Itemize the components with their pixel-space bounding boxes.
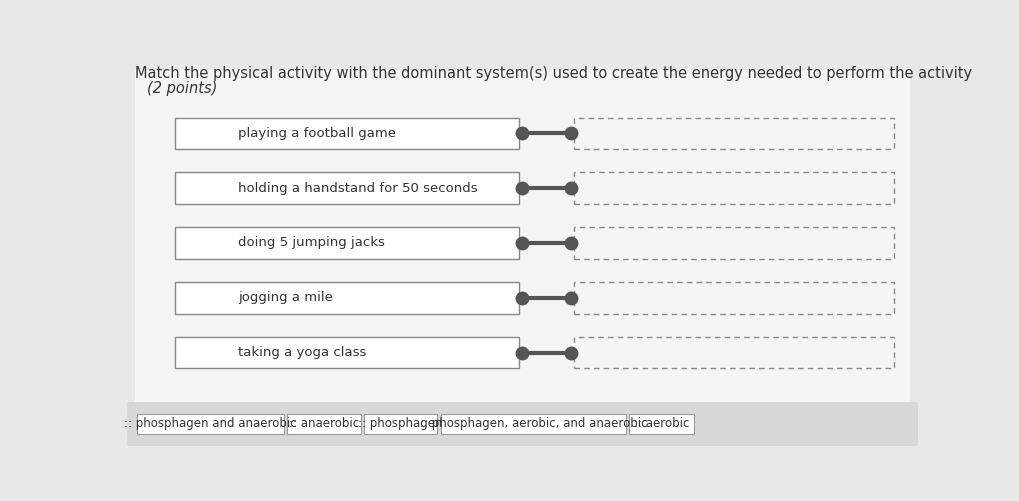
FancyBboxPatch shape bbox=[175, 227, 519, 259]
Text: playing a football game: playing a football game bbox=[238, 127, 395, 140]
Text: taking a yoga class: taking a yoga class bbox=[238, 346, 366, 359]
FancyBboxPatch shape bbox=[127, 401, 917, 446]
FancyBboxPatch shape bbox=[287, 414, 361, 434]
FancyBboxPatch shape bbox=[440, 414, 626, 434]
Text: :: phosphagen, aerobic, and anaerobic: :: phosphagen, aerobic, and anaerobic bbox=[419, 417, 646, 430]
Text: jogging a mile: jogging a mile bbox=[238, 291, 333, 304]
Text: :: phosphagen and anaerobic: :: phosphagen and anaerobic bbox=[124, 417, 297, 430]
Text: holding a handstand for 50 seconds: holding a handstand for 50 seconds bbox=[238, 182, 477, 195]
Text: Match the physical activity with the dominant system(s) used to create the energ: Match the physical activity with the dom… bbox=[136, 66, 971, 81]
FancyBboxPatch shape bbox=[136, 70, 909, 401]
FancyBboxPatch shape bbox=[364, 414, 437, 434]
FancyBboxPatch shape bbox=[574, 172, 894, 204]
FancyBboxPatch shape bbox=[574, 118, 894, 149]
FancyBboxPatch shape bbox=[574, 337, 894, 368]
Text: :: aerobic: :: aerobic bbox=[634, 417, 689, 430]
FancyBboxPatch shape bbox=[175, 172, 519, 204]
Text: :: anaerobic: :: anaerobic bbox=[288, 417, 359, 430]
FancyBboxPatch shape bbox=[175, 337, 519, 368]
FancyBboxPatch shape bbox=[175, 282, 519, 314]
FancyBboxPatch shape bbox=[629, 414, 694, 434]
FancyBboxPatch shape bbox=[175, 118, 519, 149]
FancyBboxPatch shape bbox=[574, 227, 894, 259]
FancyBboxPatch shape bbox=[137, 414, 283, 434]
Text: (2 points): (2 points) bbox=[147, 81, 217, 96]
FancyBboxPatch shape bbox=[574, 282, 894, 314]
Text: doing 5 jumping jacks: doing 5 jumping jacks bbox=[238, 236, 384, 249]
Text: :: phosphagen: :: phosphagen bbox=[358, 417, 442, 430]
